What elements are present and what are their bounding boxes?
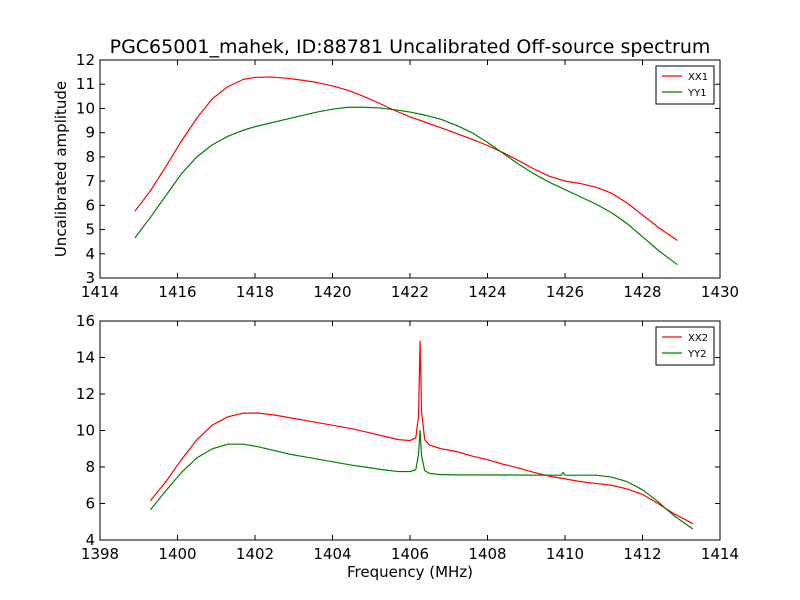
top-x-tick-label: 1418 [236,283,274,301]
top-y-tick-label: 8 [85,148,95,166]
top-y-tick-label: 12 [76,51,95,69]
bottom-x-tick-label: 1408 [468,545,506,563]
top-y-tick-label: 3 [85,269,95,287]
bottom-x-tick-label: 1404 [313,545,351,563]
bottom-axes-frame [99,320,721,541]
top-y-tick-label: 11 [76,75,95,93]
bottom-x-tick-label: 1410 [546,545,584,563]
top-legend-box [655,65,715,105]
legend-label-yy1: YY1 [687,88,707,99]
top-y-tick-label: 4 [85,245,95,263]
bottom-y-tick-label: 8 [85,458,95,476]
bottom-y-tick-label: 10 [76,422,95,440]
top-x-tick-label: 1416 [158,283,196,301]
bottom-x-tick-label: 1402 [236,545,274,563]
bottom-y-tick-label: 6 [85,495,95,513]
top-panel: 1414 1416 1418 1420 1422 1424 1426 1428 1430 3 4 5 6… [76,51,739,301]
top-y-tick-label: 10 [76,99,95,117]
top-axes-frame [99,59,721,279]
bottom-x-tick-label: 1400 [158,545,196,563]
bottom-panel: 1398 1400 1402 1404 1406 1408 1410 1412 14144681… [76,312,739,563]
top-y-tick-label: 9 [85,124,95,142]
top-y-tick-label: 6 [85,196,95,214]
bottom-y-tick-label: 16 [76,312,95,330]
bottom-x-tick-label: 1406 [391,545,429,563]
legend-label-yy2: YY2 [687,349,707,360]
top-x-tick-label: 1422 [391,283,429,301]
top-x-tick-label: 1414 [81,283,119,301]
bottom-y-tick-label: 14 [76,349,95,367]
top-x-tick-label: 1428 [623,283,661,301]
top-x-tick-label: 1420 [313,283,351,301]
top-x-tick-label: 1424 [468,283,506,301]
legend-label-xx1: XX1 [688,72,708,83]
bottom-x-tick-label: 1398 [81,545,119,563]
series-line-yy1 [134,106,678,266]
series-line-xx1 [134,76,678,241]
top-y-tick-label: 5 [85,221,95,239]
bottom-x-tick-label: 1412 [623,545,661,563]
chart-title: PGC65001_mahek, ID:88781 Uncalibrated Of… [110,36,711,58]
bottom-y-tick-label: 12 [76,385,95,403]
y-axis-label: Uncalibrated amplitude [52,81,70,257]
bottom-x-tick-label: 1414 [701,545,739,563]
bottom-y-tick-label: 4 [85,531,95,549]
top-x-tick-label: 1430 [701,283,739,301]
x-axis-label: Frequency (MHz) [347,563,473,581]
top-y-tick-label: 7 [85,172,95,190]
series-line-xx2 [149,340,694,525]
top-x-tick-label: 1426 [546,283,584,301]
bottom-legend-box [655,326,715,366]
legend-label-xx2: XX2 [688,333,708,344]
series-line-yy2 [149,429,694,530]
